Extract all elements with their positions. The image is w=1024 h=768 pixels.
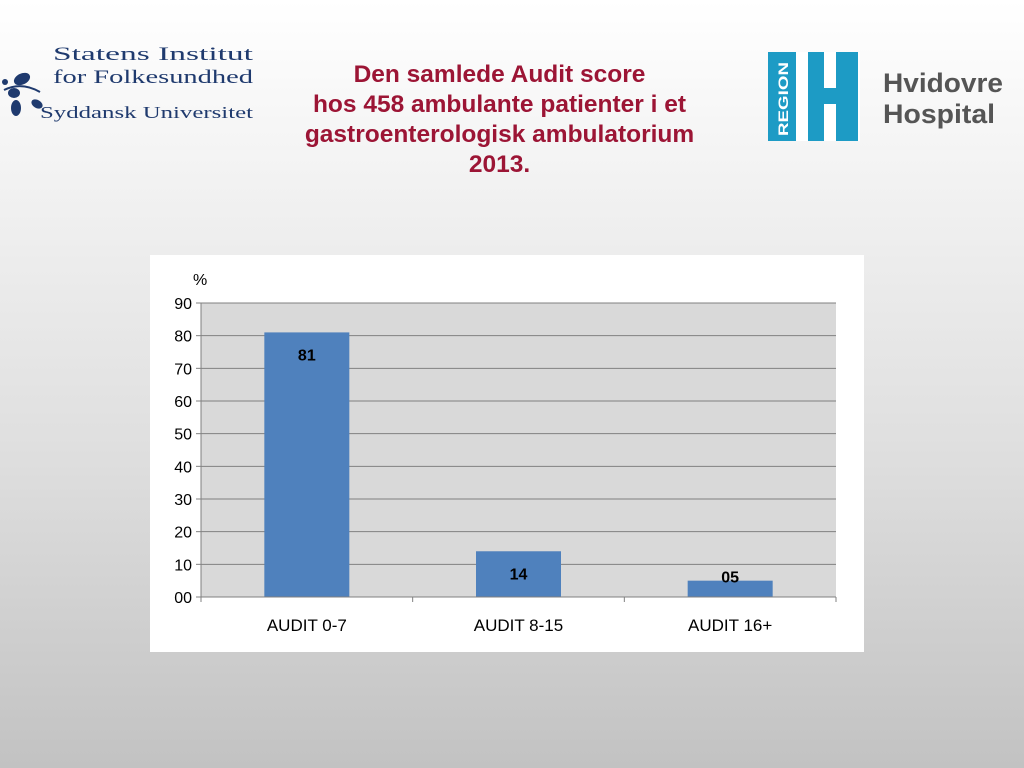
y-tick-label: 80 xyxy=(174,329,192,346)
data-labels: 81 14 05 xyxy=(298,347,739,586)
sif-sdu-logo: Statens Institut for Folkesundhed Syddan… xyxy=(2,44,254,122)
y-tick-label: 30 xyxy=(174,492,192,509)
y-tick-label: 90 xyxy=(174,296,192,313)
bar-value-label: 14 xyxy=(510,566,528,583)
x-category-label: AUDIT 8-15 xyxy=(474,616,563,635)
chart-panel: 81 14 05 00 10 20 30 40 50 60 70 80 90 AUDIT 0-7 AUD… xyxy=(150,255,864,652)
y-tick-label: 40 xyxy=(174,459,192,476)
y-tick-label: 00 xyxy=(174,590,192,607)
title-line: gastroenterologisk ambulatorium xyxy=(304,121,695,148)
region-h-badge-icon: REGION xyxy=(768,52,860,141)
sif-line-2: for Folkesundhed xyxy=(53,67,254,88)
title-line: 2013. xyxy=(468,151,531,178)
leaf-branch-icon xyxy=(2,72,43,116)
title-line: Den samlede Audit score xyxy=(353,61,646,88)
bar xyxy=(264,332,350,597)
x-axis-ticks: AUDIT 0-7 AUDIT 8-15 AUDIT 16+ xyxy=(200,597,837,635)
y-tick-label: 60 xyxy=(174,394,192,411)
bar-value-label: 81 xyxy=(298,347,316,364)
y-axis-ticks: 00 10 20 30 40 50 60 70 80 90 xyxy=(174,296,201,607)
region-badge-text: REGION xyxy=(775,62,791,136)
sif-line-1: Statens Institut xyxy=(53,44,254,65)
y-tick-label: 70 xyxy=(174,361,192,378)
bar xyxy=(687,580,773,597)
bars xyxy=(264,332,773,597)
region-h-hvidovre-logo: REGION Hvidovre Hospital xyxy=(768,52,1003,141)
y-tick-label: 10 xyxy=(174,557,192,574)
x-category-label: AUDIT 0-7 xyxy=(267,616,347,635)
y-tick-label: 20 xyxy=(174,525,192,542)
sdu-line: Syddansk Universitet xyxy=(40,103,253,122)
y-axis-label: % xyxy=(193,272,207,289)
title-line: hos 458 ambulante patienter i et xyxy=(312,91,687,118)
hospital-name-line-2: Hospital xyxy=(883,99,995,129)
slide-title: Den samlede Audit score hos 458 ambulant… xyxy=(262,60,737,180)
x-category-label: AUDIT 16+ xyxy=(688,616,772,635)
y-tick-label: 50 xyxy=(174,427,192,444)
bar xyxy=(476,551,561,597)
hospital-name-line-1: Hvidovre xyxy=(883,68,1003,98)
bar-value-label: 05 xyxy=(721,570,739,587)
